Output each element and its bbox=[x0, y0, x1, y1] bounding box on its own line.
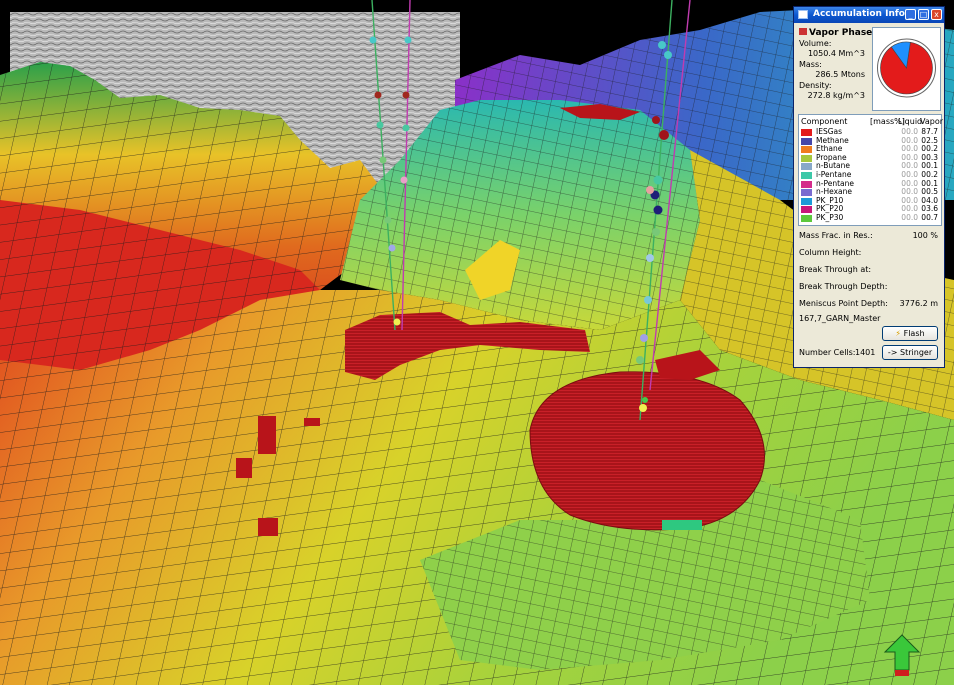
panel-titlebar[interactable]: Accumulation Info _ □ x bbox=[794, 7, 944, 23]
close-button[interactable]: x bbox=[931, 9, 942, 20]
col-vapor: Vapor bbox=[920, 117, 944, 126]
component-row: PK_P20 00.0 03.6 bbox=[801, 204, 939, 214]
component-name: PK_P30 bbox=[816, 213, 844, 222]
component-name: Ethane bbox=[816, 144, 843, 154]
component-liquid: 00.0 bbox=[901, 161, 918, 171]
component-vapor: 03.6 bbox=[921, 204, 938, 214]
component-liquid: 00.0 bbox=[901, 144, 918, 154]
component-vapor: 00.3 bbox=[921, 152, 938, 162]
component-row: IESGas 00.0 87.7 bbox=[801, 128, 939, 136]
window-icon bbox=[798, 10, 808, 19]
col-unit: [mass%] bbox=[870, 117, 905, 126]
components-table: Component [mass%] Liquid Vapor IESGas 00.… bbox=[798, 114, 943, 226]
component-vapor: 04.0 bbox=[921, 195, 938, 205]
component-name: PK_P10 bbox=[816, 195, 844, 205]
panel-title: Accumulation Info bbox=[813, 9, 905, 19]
component-name: n-Butane bbox=[816, 161, 850, 171]
break-through-depth-label: Break Through Depth: bbox=[799, 282, 888, 291]
break-through-at-label: Break Through at: bbox=[799, 265, 872, 274]
meniscus-depth-label: Meniscus Point Depth: bbox=[799, 299, 888, 308]
composition-pie-box bbox=[872, 27, 941, 111]
meniscus-depth-value: 3776.2 m bbox=[899, 299, 938, 308]
navigation-arrow-icon[interactable] bbox=[881, 632, 923, 678]
component-vapor: 00.5 bbox=[921, 187, 938, 197]
composition-pie-chart bbox=[877, 38, 936, 98]
component-row: n-Butane 00.0 00.1 bbox=[801, 161, 939, 171]
component-liquid: 00.0 bbox=[901, 135, 918, 145]
component-row: Methane 00.0 02.5 bbox=[801, 135, 939, 145]
component-name: Methane bbox=[816, 135, 849, 145]
col-liquid: Liquid bbox=[898, 117, 923, 126]
component-liquid: 00.0 bbox=[901, 178, 918, 188]
component-color-swatch bbox=[801, 129, 812, 136]
component-color-swatch bbox=[801, 154, 812, 162]
component-liquid: 00.0 bbox=[901, 152, 918, 162]
component-vapor: 00.1 bbox=[921, 178, 938, 188]
component-row: n-Pentane 00.0 00.1 bbox=[801, 178, 939, 188]
component-color-swatch bbox=[801, 180, 812, 188]
density-value: 272.8 kg/m^3 bbox=[807, 91, 865, 100]
component-vapor: 00.2 bbox=[921, 170, 938, 179]
flash-button-label: Flash bbox=[903, 329, 925, 338]
lightning-icon: ⚡ bbox=[895, 329, 902, 338]
well-markers bbox=[369, 36, 672, 412]
component-name: i-Pentane bbox=[816, 170, 852, 179]
stringer-button[interactable]: -> Stringer bbox=[882, 345, 938, 360]
minimize-button[interactable]: _ bbox=[905, 9, 916, 20]
component-name: n-Hexane bbox=[816, 187, 852, 197]
component-color-swatch bbox=[801, 163, 812, 171]
component-vapor: 87.7 bbox=[921, 127, 938, 136]
component-color-swatch bbox=[801, 206, 812, 214]
component-vapor: 00.7 bbox=[921, 213, 938, 222]
component-liquid: 00.0 bbox=[901, 204, 918, 214]
col-component: Component bbox=[801, 117, 848, 126]
component-liquid: 00.0 bbox=[901, 127, 918, 136]
phase-title: Vapor Phase bbox=[809, 28, 873, 38]
component-liquid: 00.0 bbox=[901, 170, 918, 179]
phase-heading: Vapor Phase bbox=[799, 28, 872, 38]
accumulation-bodies bbox=[236, 104, 765, 536]
vapor-phase-icon bbox=[799, 28, 807, 35]
mass-value: 286.5 Mtons bbox=[815, 70, 865, 79]
component-color-swatch bbox=[801, 172, 812, 179]
column-height-label: Column Height: bbox=[799, 248, 862, 257]
component-vapor: 00.2 bbox=[921, 144, 938, 154]
volume-value: 1050.4 Mm^3 bbox=[807, 49, 865, 58]
density-label: Density: bbox=[799, 81, 832, 90]
component-row: Propane 00.0 00.3 bbox=[801, 152, 939, 162]
component-name: n-Pentane bbox=[816, 178, 854, 188]
component-vapor: 00.1 bbox=[921, 161, 938, 171]
component-liquid: 00.0 bbox=[901, 187, 918, 197]
volume-label: Volume: bbox=[799, 39, 832, 48]
number-cells-value: 1401 bbox=[855, 348, 876, 357]
component-row: n-Hexane 00.0 00.5 bbox=[801, 187, 939, 197]
component-color-swatch bbox=[801, 137, 812, 145]
component-liquid: 00.0 bbox=[901, 195, 918, 205]
flash-button[interactable]: ⚡ Flash bbox=[882, 326, 938, 341]
component-row: PK_P10 00.0 04.0 bbox=[801, 195, 939, 205]
number-cells-label: Number Cells: bbox=[799, 348, 856, 357]
accumulation-info-panel[interactable]: Accumulation Info _ □ x Vapor Phase Volu… bbox=[793, 6, 945, 368]
pie-slice-other bbox=[890, 41, 911, 69]
mass-label: Mass: bbox=[799, 60, 822, 69]
components-header: Component [mass%] Liquid Vapor bbox=[801, 117, 943, 127]
component-row: Ethane 00.0 00.2 bbox=[801, 144, 939, 154]
restore-button[interactable]: □ bbox=[918, 9, 929, 20]
component-vapor: 02.5 bbox=[921, 135, 938, 145]
component-name: PK_P20 bbox=[816, 204, 844, 214]
component-liquid: 00.0 bbox=[901, 213, 918, 222]
component-color-swatch bbox=[801, 197, 812, 205]
mass-frac-value: 100 % bbox=[912, 231, 938, 240]
component-row: i-Pentane 00.0 00.2 bbox=[801, 171, 939, 179]
component-row: PK_P30 00.0 00.7 bbox=[801, 214, 939, 222]
component-name: IESGas bbox=[816, 127, 843, 136]
horizon-name: 167,7_GARN_Master bbox=[799, 314, 881, 323]
mass-frac-label: Mass Frac. in Res.: bbox=[799, 231, 873, 240]
component-color-swatch bbox=[801, 146, 812, 154]
component-name: Propane bbox=[816, 152, 847, 162]
component-color-swatch bbox=[801, 215, 812, 222]
component-color-swatch bbox=[801, 189, 812, 197]
